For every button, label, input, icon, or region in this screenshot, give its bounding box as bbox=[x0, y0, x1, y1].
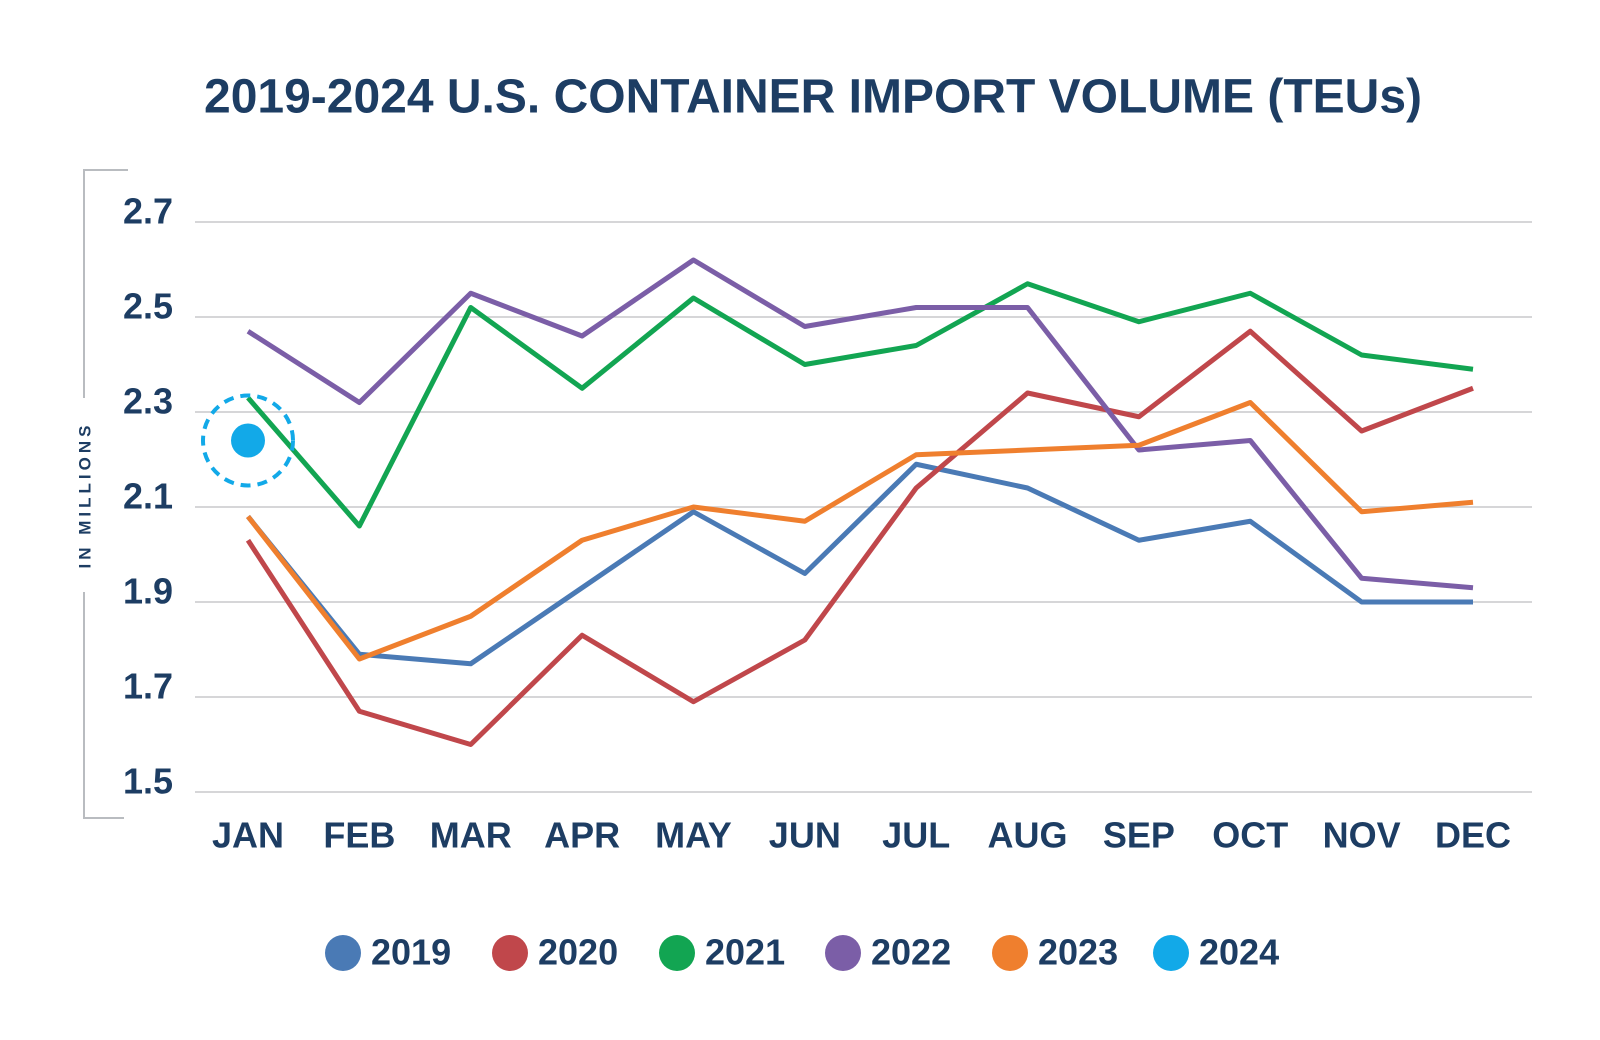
legend-swatch bbox=[1153, 935, 1189, 971]
y-tick-label: 1.5 bbox=[123, 761, 173, 802]
x-tick-label: JAN bbox=[212, 815, 284, 856]
x-tick-label: OCT bbox=[1212, 815, 1288, 856]
legend-label: 2023 bbox=[1038, 932, 1118, 973]
x-tick-label: DEC bbox=[1435, 815, 1511, 856]
x-tick-label: APR bbox=[544, 815, 620, 856]
x-tick-label: JUN bbox=[769, 815, 841, 856]
x-tick-label: JUL bbox=[882, 815, 950, 856]
legend-swatch bbox=[825, 935, 861, 971]
axis-bracket bbox=[83, 169, 128, 819]
legend-swatch bbox=[492, 935, 528, 971]
y-tick-label: 2.5 bbox=[123, 286, 173, 327]
legend-swatch bbox=[992, 935, 1028, 971]
data-point bbox=[231, 423, 265, 458]
x-tick-label: AUG bbox=[988, 815, 1068, 856]
legend-label: 2020 bbox=[538, 932, 618, 973]
highlight-ring bbox=[201, 393, 295, 488]
y-axis-label: IN MILLIONS bbox=[75, 422, 94, 569]
y-tick-label: 2.3 bbox=[123, 381, 173, 422]
y-tick-label: 1.7 bbox=[123, 666, 173, 707]
legend-label: 2021 bbox=[705, 932, 785, 973]
legend-label: 2019 bbox=[371, 932, 451, 973]
legend-swatch bbox=[659, 935, 695, 971]
x-tick-label: MAR bbox=[430, 815, 512, 856]
x-tick-label: MAY bbox=[655, 815, 732, 856]
series-line bbox=[246, 281, 1474, 529]
x-tick-label: SEP bbox=[1103, 815, 1175, 856]
y-tick-label: 2.7 bbox=[123, 191, 173, 232]
chart-title: 2019-2024 U.S. CONTAINER IMPORT VOLUME (… bbox=[204, 71, 1422, 124]
series-line bbox=[246, 400, 1474, 662]
legend-swatch bbox=[325, 935, 361, 971]
series-line bbox=[246, 257, 1474, 591]
y-tick-label: 2.1 bbox=[123, 476, 173, 517]
y-tick-label: 1.9 bbox=[123, 571, 173, 612]
series-line bbox=[246, 461, 1473, 667]
legend-label: 2022 bbox=[871, 932, 951, 973]
series-line bbox=[245, 328, 1474, 747]
legend-label: 2024 bbox=[1199, 932, 1279, 973]
x-tick-label: FEB bbox=[323, 815, 395, 856]
x-tick-label: NOV bbox=[1323, 815, 1401, 856]
